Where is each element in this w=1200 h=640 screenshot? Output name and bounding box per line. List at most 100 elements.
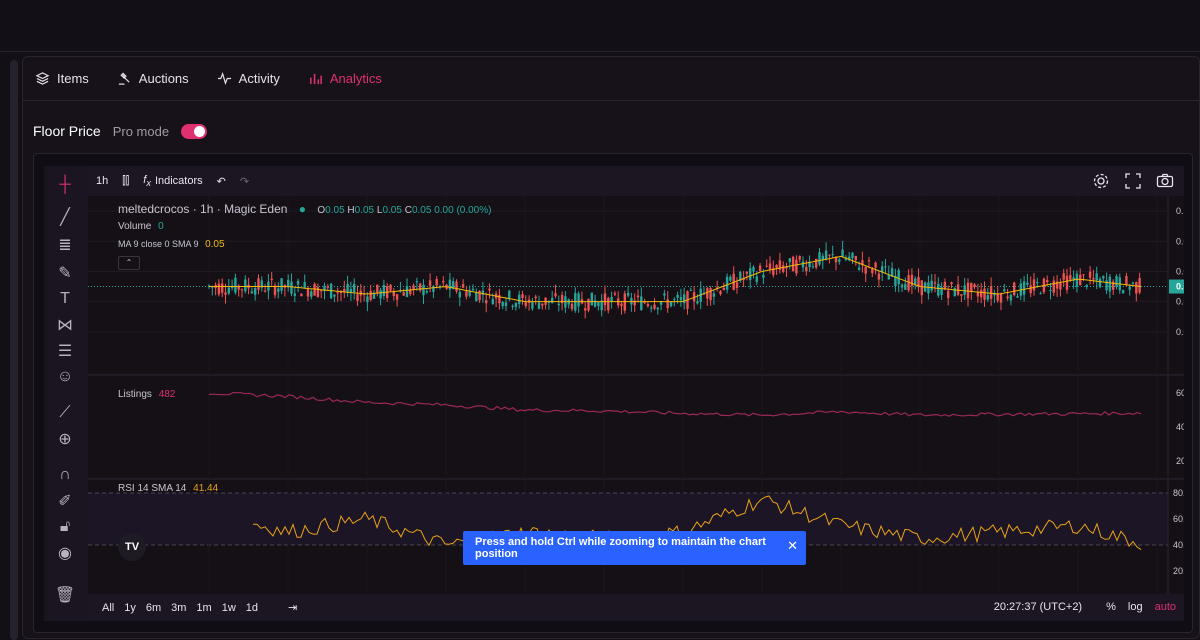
candle-body <box>643 302 646 304</box>
listings-tick-label: 400 <box>1176 422 1184 432</box>
candle-body <box>904 283 907 290</box>
candle-body <box>534 296 537 299</box>
prediction-icon[interactable]: ☰ <box>57 343 73 360</box>
candle-body <box>306 288 310 297</box>
candle-body <box>742 278 745 281</box>
trend-line-icon[interactable]: ╱ <box>60 209 70 226</box>
top-header-band <box>0 0 1200 52</box>
redo-icon[interactable]: ↷ <box>239 175 250 188</box>
candle-body <box>376 284 379 293</box>
candle-body <box>511 305 514 307</box>
range-all[interactable]: All <box>102 601 115 614</box>
pattern-icon[interactable]: ⋈ <box>57 317 73 334</box>
range-1w[interactable]: 1w <box>221 601 236 614</box>
lock-icon[interactable]: 🔓︎ <box>59 518 71 535</box>
range-1d[interactable]: 1d <box>245 601 259 614</box>
candle-body <box>524 302 527 307</box>
candle-body <box>432 286 435 292</box>
candle-body <box>890 268 894 277</box>
candle-body <box>455 281 458 292</box>
activity-icon <box>217 71 231 86</box>
volume-legend: Volume 0 <box>118 221 164 232</box>
scale-controls: 20:27:37 (UTC+2) % log auto <box>994 601 1176 613</box>
candle-body <box>815 258 818 268</box>
candle-body <box>442 280 445 283</box>
candle-body <box>943 281 947 290</box>
candle-type-icon[interactable]: ⫿⫿ <box>122 174 130 187</box>
log-scale-toggle[interactable]: log <box>1127 601 1143 613</box>
candle-body <box>841 249 844 257</box>
collapse-legend-button[interactable]: ⌃ <box>118 256 140 270</box>
candle-body <box>1102 276 1105 279</box>
tab-activity[interactable]: Activity <box>217 71 280 86</box>
camera-icon[interactable] <box>1156 172 1174 190</box>
candle-body <box>834 256 838 263</box>
candle-body <box>755 276 758 283</box>
candle-body <box>956 284 960 295</box>
undo-icon[interactable]: ↶ <box>216 175 226 188</box>
candle-body <box>415 281 419 283</box>
pro-mode-toggle[interactable] <box>181 123 208 139</box>
range-1m[interactable]: 1m <box>196 601 212 614</box>
tab-auctions[interactable]: Auctions <box>117 71 189 86</box>
candle-body <box>521 294 524 299</box>
candle-body <box>326 286 329 288</box>
candle-body <box>435 279 438 286</box>
page-scrollbar[interactable] <box>10 60 18 640</box>
interval-selector[interactable]: 1h <box>96 175 109 187</box>
tab-analytics[interactable]: Analytics <box>308 71 382 86</box>
chart-svg[interactable]: 0.10 0.08 0.06 0.04 0.02 0.05 600 400 200 80.00 60… <box>88 196 1184 621</box>
lock-drawings-icon[interactable]: ✐ <box>58 493 72 510</box>
clock: 20:27:37 (UTC+2) <box>993 601 1083 613</box>
candle-body <box>498 295 501 304</box>
symbol-interval: 1h <box>200 202 214 216</box>
candle-body <box>676 294 679 298</box>
goto-date-icon[interactable]: ⇥ <box>288 602 298 614</box>
close-icon[interactable]: ✕ <box>787 538 798 553</box>
chart-plot-area[interactable]: 0.10 0.08 0.06 0.04 0.02 0.05 600 400 200 80.00 60… <box>88 196 1184 621</box>
tradingview-logo[interactable]: TV <box>118 533 146 561</box>
range-3m[interactable]: 3m <box>171 601 187 614</box>
candle-body <box>910 274 914 286</box>
candle-body <box>1138 277 1141 293</box>
magnet-icon[interactable]: ∩ <box>59 466 71 483</box>
eye-icon[interactable]: ◉ <box>58 545 72 562</box>
settings-gear-icon[interactable] <box>1092 172 1110 190</box>
emoji-icon[interactable]: ☺ <box>56 368 74 385</box>
candle-body <box>270 278 273 281</box>
candle-body <box>560 294 564 304</box>
candle-body <box>782 265 785 272</box>
fullscreen-icon[interactable] <box>1124 172 1142 190</box>
candle-body <box>346 283 349 293</box>
text-tool-icon[interactable]: T <box>60 290 70 307</box>
range-1y[interactable]: 1y <box>124 601 136 614</box>
range-6m[interactable]: 6m <box>145 601 162 614</box>
candle-body <box>537 302 541 309</box>
candle-body <box>353 283 356 293</box>
candle-body <box>577 293 580 307</box>
brush-icon[interactable]: ✎ <box>58 265 72 282</box>
tab-auctions-label: Auctions <box>138 71 189 86</box>
candle-body <box>570 303 574 310</box>
collection-card: Items Auctions Activity Analytics Floor … <box>22 56 1200 639</box>
candle-body <box>765 265 768 267</box>
candle-body <box>824 250 828 260</box>
candle-body <box>1026 282 1029 285</box>
candle-body <box>887 274 890 280</box>
candle-body <box>1112 281 1115 290</box>
high-label: H <box>347 205 355 216</box>
zoom-in-icon[interactable]: ⊕ <box>58 431 72 448</box>
candle-body <box>240 289 244 291</box>
candle-body <box>296 280 300 285</box>
candle-body <box>768 263 772 270</box>
candle-body <box>514 303 518 307</box>
fib-lines-icon[interactable]: ≣ <box>58 237 72 254</box>
crosshair-icon[interactable]: ┼ <box>59 176 71 193</box>
tab-items[interactable]: Items <box>35 71 89 86</box>
percent-scale-toggle[interactable]: % <box>1106 601 1116 613</box>
indicators-button[interactable]: fx Indicators <box>143 174 202 188</box>
auto-scale-toggle[interactable]: auto <box>1154 601 1176 613</box>
trash-icon[interactable]: 🗑︎ <box>54 587 76 604</box>
ruler-icon[interactable]: ⟋ <box>59 404 71 421</box>
candle-body <box>861 260 864 265</box>
